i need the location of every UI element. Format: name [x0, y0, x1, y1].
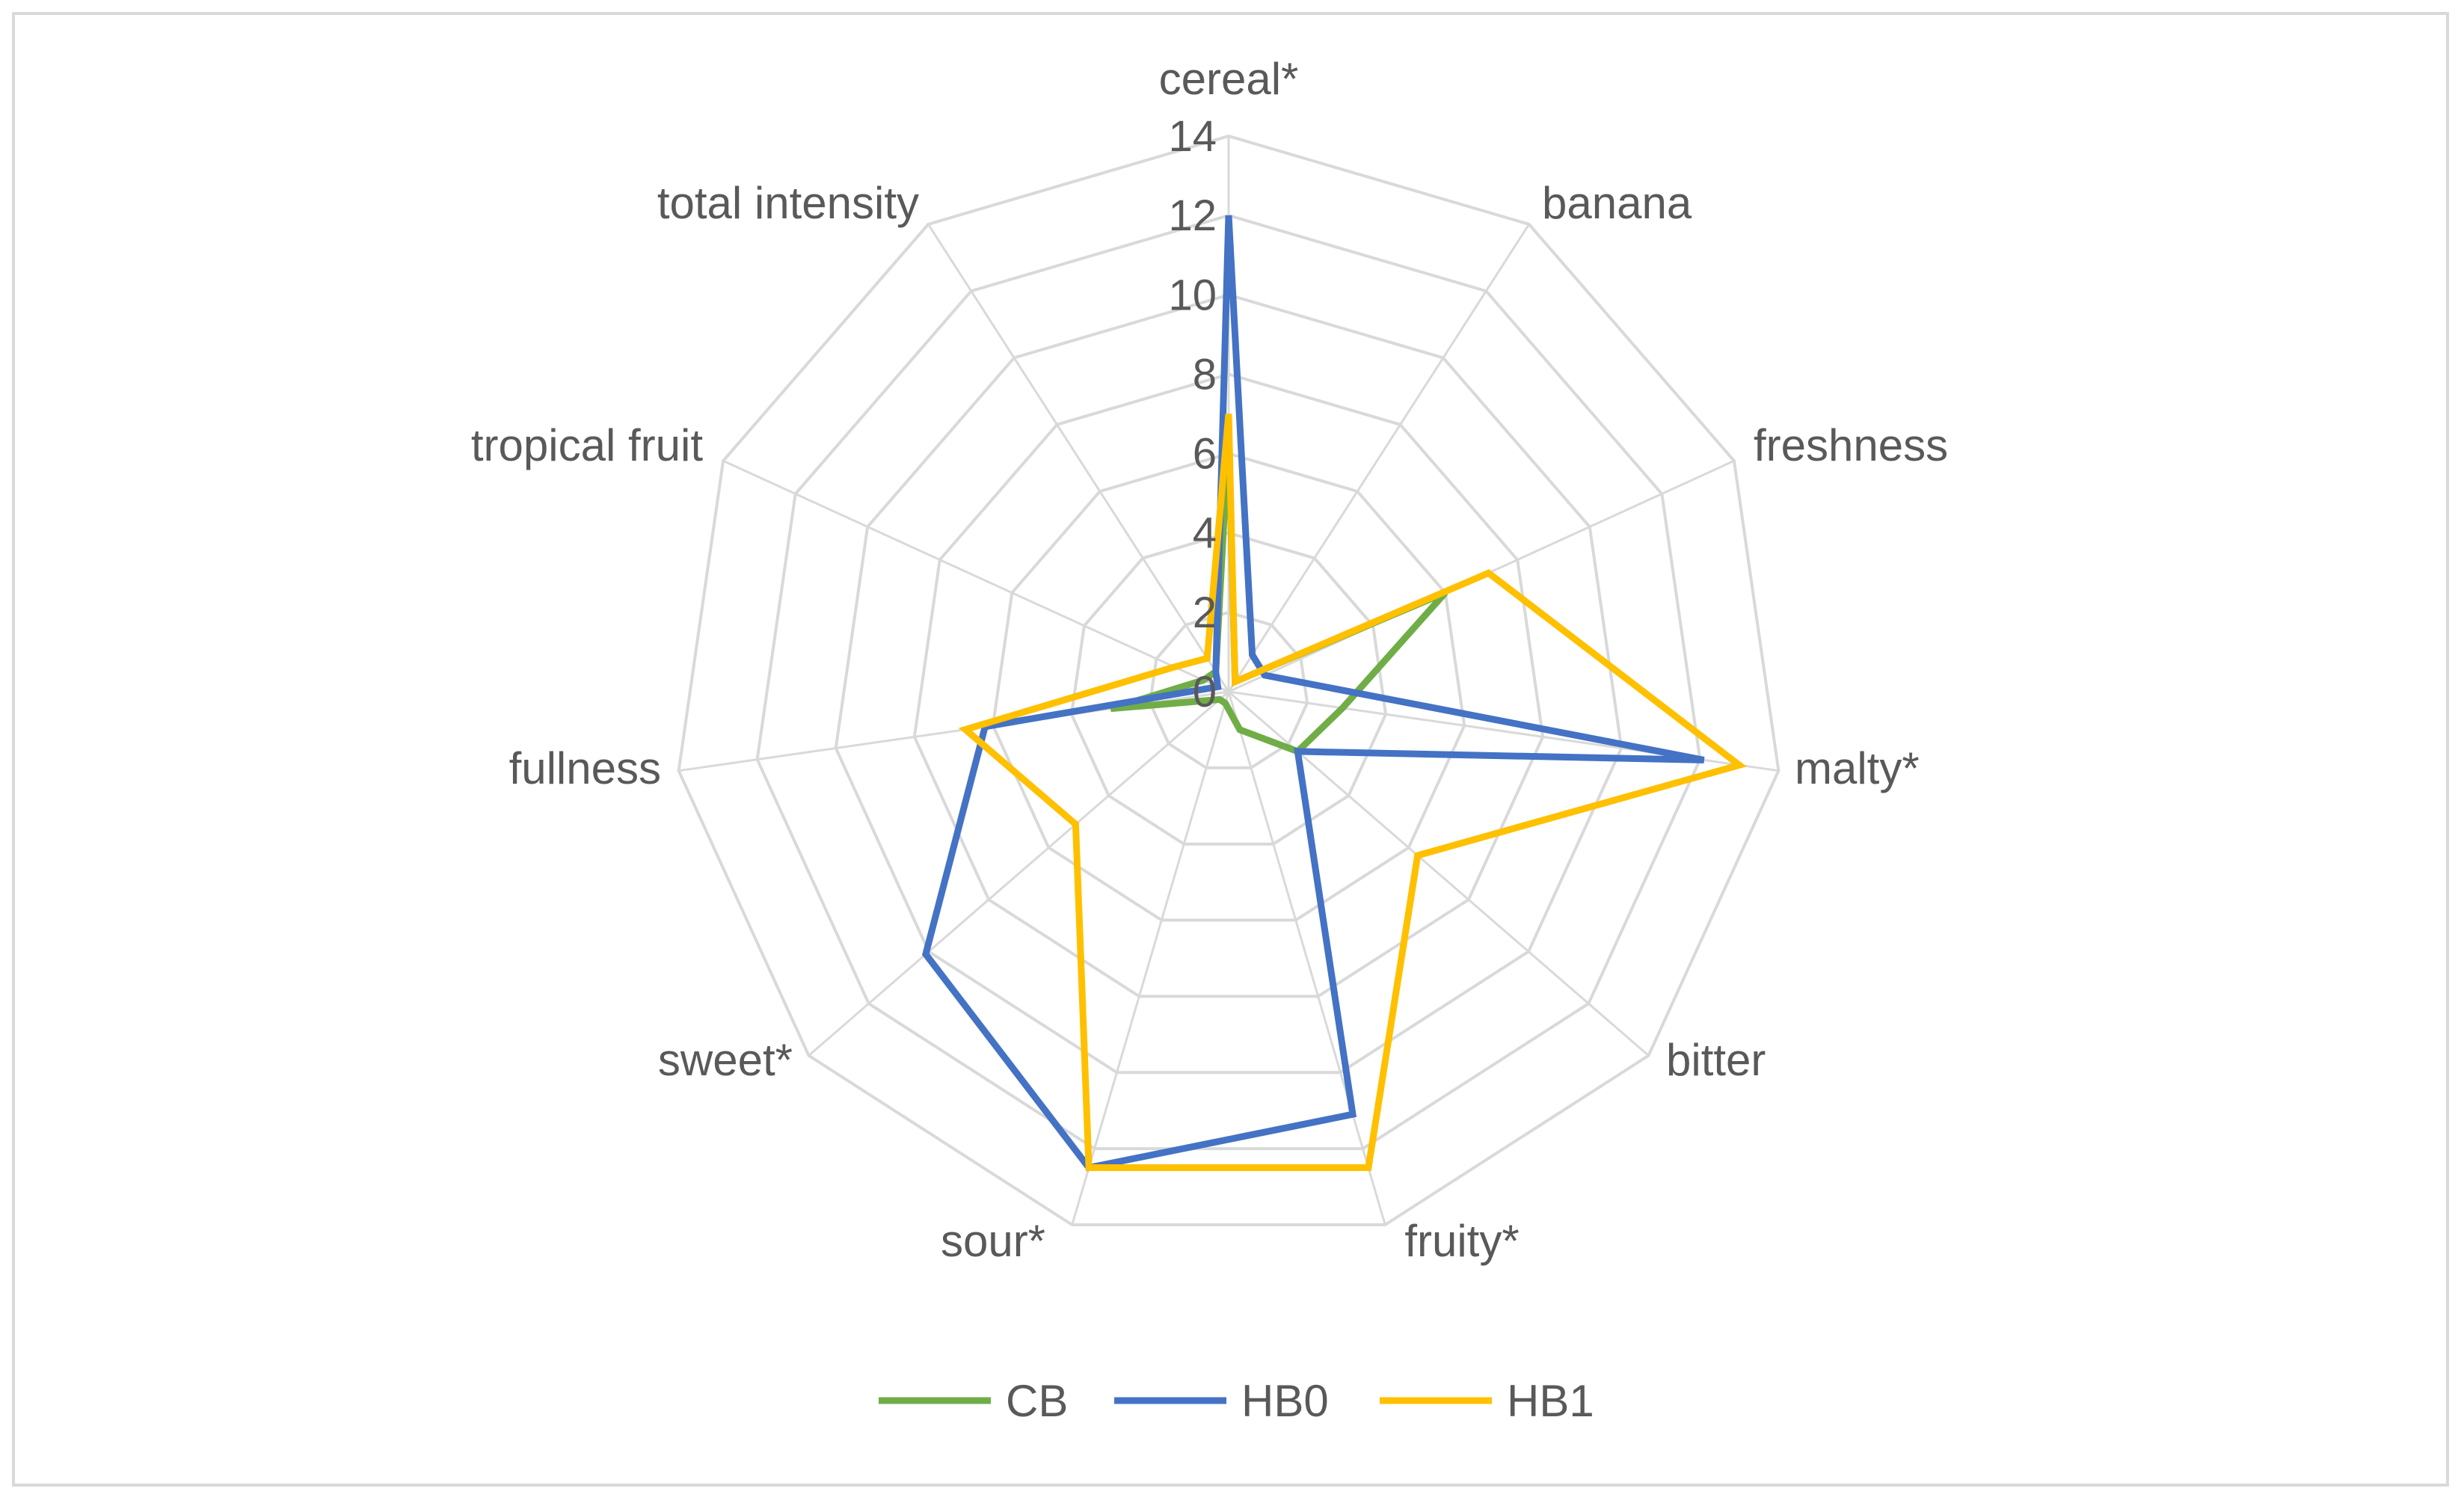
- spoke-9: [722, 459, 1229, 693]
- tick-label: 8: [1193, 350, 1217, 399]
- category-label: cereal*: [1159, 54, 1299, 104]
- category-label: tropical fruit: [471, 420, 703, 470]
- radial-axis-ticks: 0 2 4 6 8 10 12 14: [1168, 112, 1217, 716]
- legend-item-HB0: HB0: [1114, 1376, 1329, 1426]
- category-label: sour*: [941, 1216, 1045, 1266]
- category-label: sweet*: [658, 1035, 793, 1085]
- grid-ring-4: [1069, 531, 1388, 846]
- tick-label: 2: [1193, 588, 1217, 637]
- legend-item-CB: CB: [879, 1376, 1068, 1426]
- legend-item-HB1: HB1: [1380, 1376, 1594, 1426]
- category-label: fullness: [509, 743, 661, 793]
- tick-label: 10: [1168, 271, 1217, 319]
- radar-series: [921, 215, 1747, 1172]
- category-label: banana: [1542, 178, 1692, 228]
- grid-ring-8: [912, 372, 1545, 998]
- series-line-HB1: [958, 414, 1747, 1171]
- series-HB1: [958, 414, 1747, 1171]
- spoke-5: [1227, 691, 1386, 1226]
- tick-label: 0: [1193, 668, 1217, 716]
- legend: CB HB0 HB1: [879, 1376, 1594, 1426]
- tick-label: 12: [1168, 191, 1217, 240]
- grid-ring-6: [991, 452, 1466, 922]
- tick-label: 6: [1193, 430, 1217, 479]
- spoke-6: [1071, 691, 1230, 1226]
- category-label: total intensity: [657, 178, 919, 228]
- tick-label: 14: [1168, 112, 1217, 161]
- legend-label: HB0: [1241, 1376, 1329, 1426]
- spoke-1: [1227, 224, 1530, 692]
- spoke-7: [808, 690, 1229, 1057]
- category-label: freshness: [1754, 420, 1948, 470]
- tick-label: 4: [1193, 509, 1217, 558]
- legend-label: CB: [1006, 1376, 1068, 1426]
- grid-ring-12: [755, 214, 1702, 1151]
- grid-ring-14: [677, 134, 1781, 1226]
- legend-label: HB1: [1507, 1376, 1594, 1426]
- spoke-10: [927, 224, 1230, 692]
- category-label: malty*: [1795, 743, 1920, 793]
- grid-ring-10: [834, 293, 1623, 1075]
- category-label: bitter: [1666, 1035, 1766, 1085]
- category-label: fruity*: [1404, 1216, 1519, 1266]
- category-labels: cereal* banana freshness malty* bitter fruity…: [471, 54, 1948, 1266]
